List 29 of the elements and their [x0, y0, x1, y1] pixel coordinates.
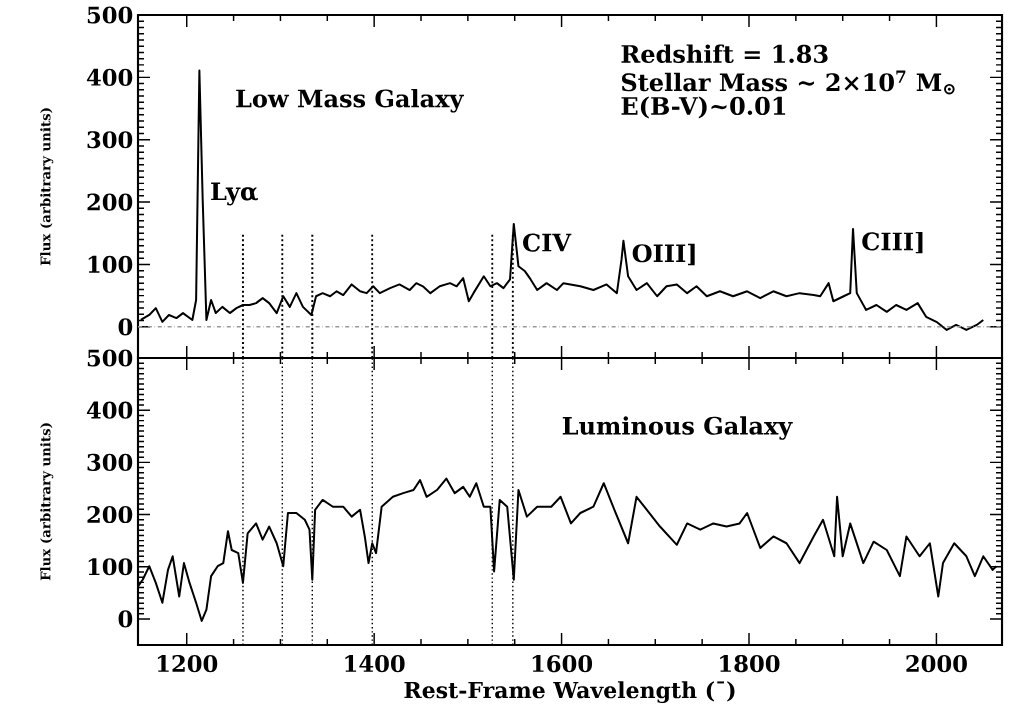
annotation: E(B-V)~0.01 [621, 96, 786, 119]
text: Low Mass Galaxy [236, 88, 464, 113]
y-tick-label: 0 [118, 318, 133, 336]
y-tick-label: 400 [86, 68, 133, 86]
annotation: Redshift = 1.83 [621, 44, 828, 63]
x-tick-label: 2000 [906, 655, 967, 673]
y-tick-label: 300 [87, 453, 133, 471]
y-tick-label: 0 [118, 610, 133, 628]
x-axis-title: Rest-Frame Wavelength (¯) [404, 681, 735, 703]
y-axis-title: Flux (arbitrary units) [40, 108, 54, 266]
y-tick-label: 300 [87, 131, 133, 149]
annotation: OIII] [632, 243, 695, 266]
annotation: Lyα [211, 182, 258, 206]
x-tick-label: 1400 [345, 655, 405, 673]
y-tick-label: 200 [87, 193, 133, 211]
y-axis-title: Flux (arbitrary units) [40, 423, 54, 581]
y-tick-label: 100 [88, 558, 133, 576]
y-tick-label: 500 [87, 6, 133, 24]
y-tick-label: 500 [87, 349, 133, 367]
text: Luminous Galaxy [562, 416, 793, 440]
y-tick-label: 200 [87, 505, 133, 524]
annotation: CIII] [862, 231, 923, 254]
x-tick-label: 1200 [157, 655, 218, 673]
x-tick-label: 1800 [720, 655, 780, 673]
x-tick-label: 1600 [532, 655, 593, 673]
y-tick-label: 100 [88, 255, 133, 274]
y-tick-label: 400 [86, 401, 133, 419]
annotation: Stellar Mass ~ 2×10$^{7}$ M$_{⊙}$ [621, 70, 955, 95]
annotation: CIV [523, 233, 572, 252]
